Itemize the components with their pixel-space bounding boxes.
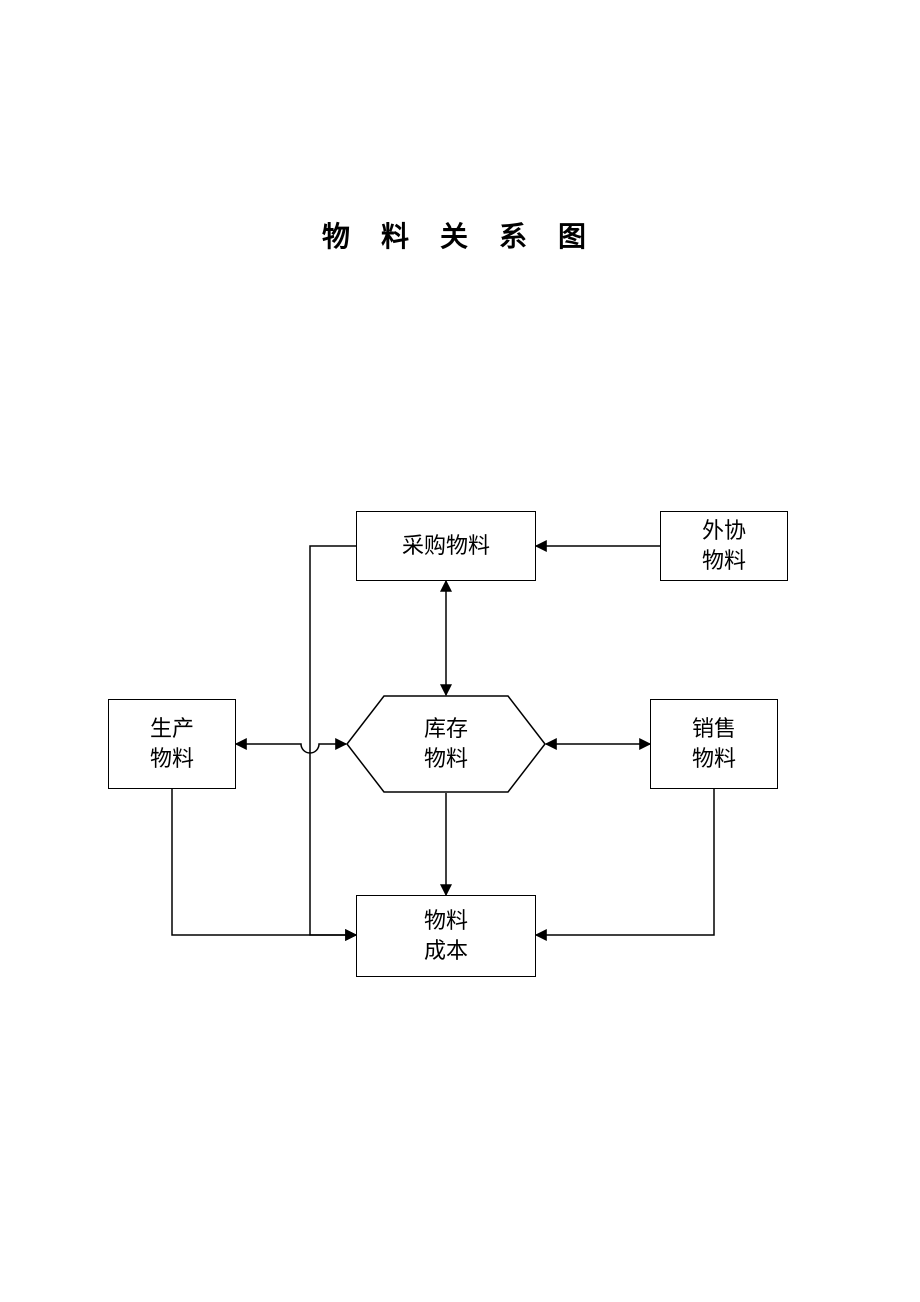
node-cost: 物料 成本: [356, 895, 536, 977]
node-sales-line1: 销售: [692, 714, 736, 744]
node-inventory-line1: 库存: [424, 714, 468, 744]
node-purchase-line1: 采购物料: [402, 531, 490, 561]
node-outsource-line2: 物料: [702, 546, 746, 576]
node-production-line1: 生产: [150, 714, 194, 744]
node-production: 生产 物料: [108, 699, 236, 789]
node-production-line2: 物料: [150, 744, 194, 774]
node-outsource: 外协 物料: [660, 511, 788, 581]
diagram-title: 物 料 关 系 图: [0, 215, 920, 255]
node-inventory: 库存 物料: [346, 695, 546, 793]
node-cost-line1: 物料: [424, 906, 468, 936]
node-purchase: 采购物料: [356, 511, 536, 581]
node-sales: 销售 物料: [650, 699, 778, 789]
connectors-layer: [0, 0, 920, 1302]
node-sales-line2: 物料: [692, 744, 736, 774]
node-cost-line2: 成本: [424, 936, 468, 966]
node-outsource-line1: 外协: [702, 516, 746, 546]
node-inventory-line2: 物料: [424, 744, 468, 774]
